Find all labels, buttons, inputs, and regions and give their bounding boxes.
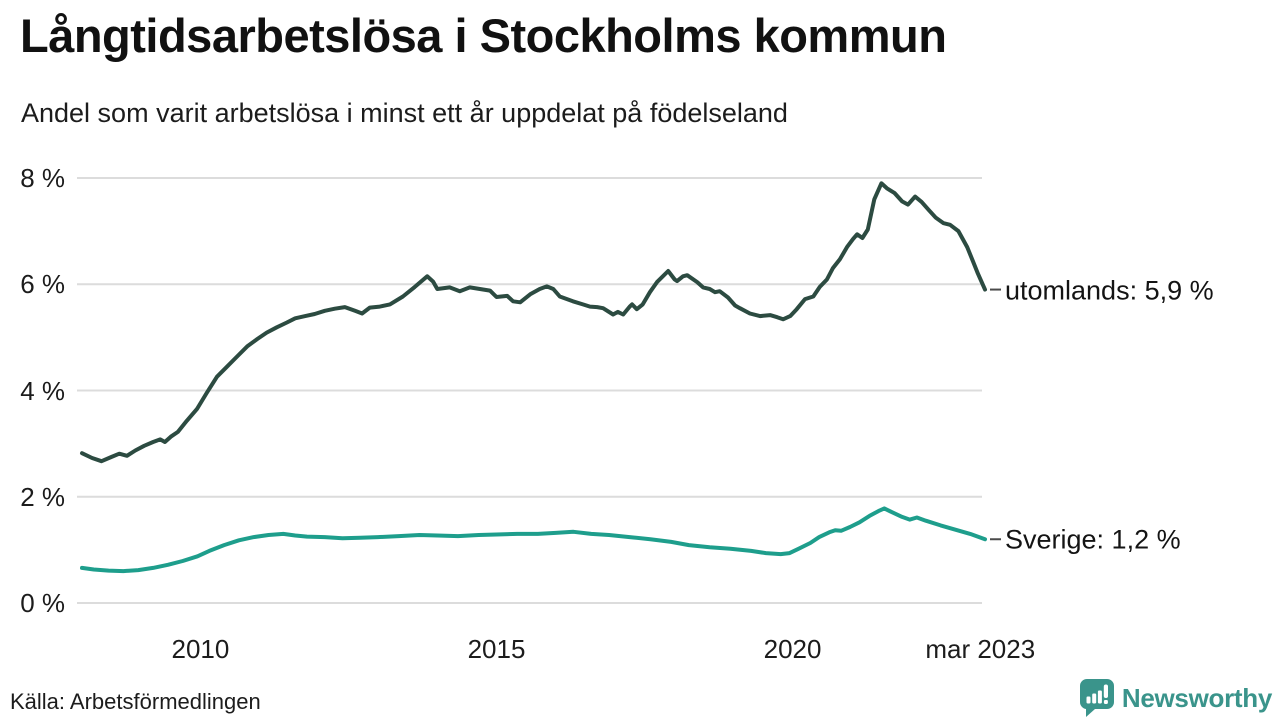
newsworthy-wordmark: Newsworthy [1121, 682, 1272, 713]
source-note: Källa: Arbetsförmedlingen [10, 689, 261, 714]
x-tick-label: mar 2023 [925, 634, 1036, 664]
series-end-label-sverige: Sverige: 1,2 % [1005, 524, 1181, 555]
y-tick-label: 8 % [20, 163, 65, 193]
y-tick-label: 0 % [20, 588, 65, 618]
x-tick-label: 2010 [171, 634, 230, 664]
series-end-label-utomlands: utomlands: 5,9 % [1005, 275, 1214, 306]
sverige-line [80, 506, 987, 574]
y-tick-label: 2 % [20, 481, 65, 512]
utomlands-line [80, 181, 987, 464]
page-subtitle: Andel som varit arbetslösa i minst ett å… [21, 98, 788, 128]
y-tick-label: 6 % [20, 269, 65, 300]
x-tick-label: 2020 [763, 634, 822, 664]
y-tick-label: 4 % [20, 375, 65, 406]
newsworthy-logo-icon [1079, 679, 1114, 717]
newsworthy-brand: Newsworthy [1079, 678, 1272, 718]
page-title: Långtidsarbetslösa i Stockholms kommun [20, 9, 947, 62]
x-tick-label: 2015 [467, 634, 526, 664]
